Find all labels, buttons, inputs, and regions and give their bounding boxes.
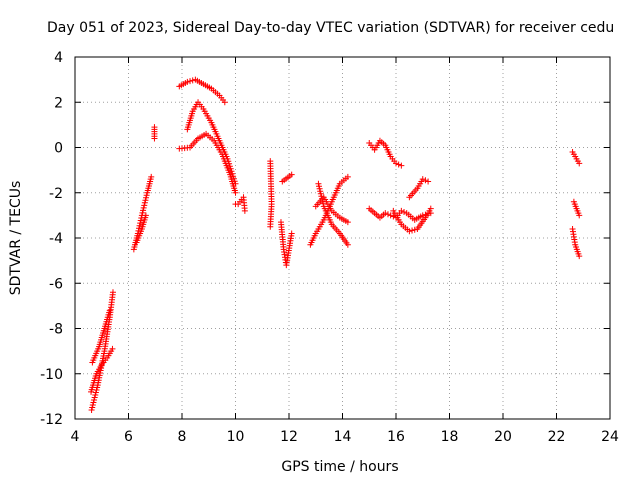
y-tick-label: -8 [49, 322, 63, 338]
data-point [141, 202, 148, 209]
data-point [288, 171, 295, 178]
data-point [315, 180, 322, 187]
data-point [316, 185, 323, 192]
y-tick-label: -6 [49, 276, 63, 292]
y-tick-label: 2 [54, 95, 63, 111]
data-points [88, 76, 583, 413]
data-point [406, 228, 413, 235]
data-point [411, 226, 418, 233]
data-point [184, 78, 191, 85]
data-point [139, 209, 146, 216]
x-tick-label: 10 [227, 429, 245, 445]
chart-title: Day 051 of 2023, Sidereal Day-to-day VTE… [47, 20, 614, 36]
data-point [395, 161, 402, 168]
data-point [316, 183, 323, 190]
x-axis-label: GPS time / hours [281, 459, 398, 475]
data-point [288, 230, 295, 237]
data-point [142, 212, 149, 219]
data-point [398, 162, 405, 169]
data-point [382, 210, 389, 217]
data-point [143, 194, 150, 201]
data-point [151, 135, 158, 142]
y-tick-label: -4 [49, 231, 63, 247]
data-point [576, 160, 583, 167]
data-point [221, 99, 228, 106]
data-point [137, 220, 144, 227]
x-tick-label: 18 [441, 429, 459, 445]
data-point [409, 227, 416, 234]
x-tick-label: 22 [548, 429, 566, 445]
data-point [148, 173, 155, 180]
x-tick-label: 12 [280, 429, 298, 445]
x-tick-label: 20 [494, 429, 512, 445]
data-point [142, 197, 149, 204]
data-point [106, 307, 113, 314]
data-point [187, 78, 194, 85]
data-point [427, 205, 434, 212]
y-axis-label: SDTVAR / TECUs [8, 181, 24, 296]
data-point [241, 207, 248, 214]
data-point [344, 241, 351, 248]
x-tick-label: 24 [601, 429, 619, 445]
data-point [576, 253, 583, 260]
data-point [136, 222, 143, 229]
data-point [401, 208, 408, 215]
x-tick-label: 6 [124, 429, 133, 445]
data-point [422, 177, 429, 184]
data-point [344, 219, 351, 226]
data-point [317, 190, 324, 197]
y-tick-label: 0 [54, 141, 63, 157]
x-tick-label: 14 [334, 429, 352, 445]
x-tick-label: 8 [178, 429, 187, 445]
data-point [576, 212, 583, 219]
data-point [140, 207, 147, 214]
y-tick-label: 4 [54, 50, 63, 66]
y-tick-label: -12 [40, 412, 63, 428]
data-point [425, 178, 432, 185]
data-point [393, 160, 399, 167]
data-point [267, 223, 274, 230]
data-point [344, 173, 351, 180]
y-tick-label: -2 [49, 186, 63, 202]
data-point [232, 189, 239, 196]
y-tick-label: -10 [40, 367, 63, 383]
data-point [109, 289, 116, 296]
data-point [384, 211, 391, 218]
data-point [390, 213, 397, 220]
data-point [398, 207, 405, 214]
data-point [419, 176, 426, 183]
x-tick-label: 16 [387, 429, 405, 445]
data-point [141, 199, 148, 206]
x-tick-label: 4 [71, 429, 80, 445]
data-point [140, 204, 147, 211]
data-point [109, 345, 116, 352]
data-point [317, 188, 324, 195]
data-point [387, 212, 394, 219]
data-point [137, 217, 144, 224]
data-point [143, 192, 150, 199]
